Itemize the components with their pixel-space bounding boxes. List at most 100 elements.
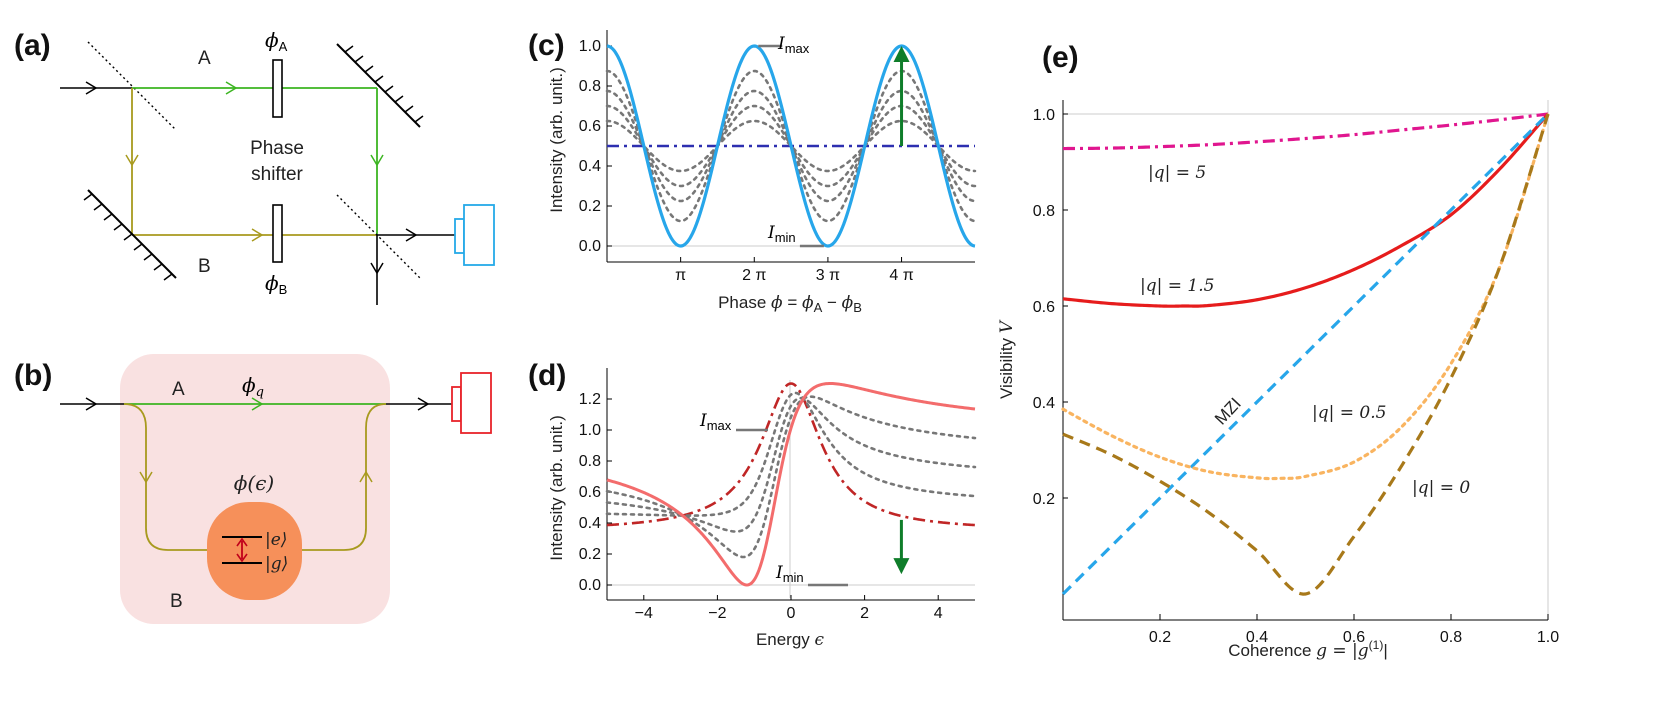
- phase-a-label: ϕA: [265, 28, 288, 54]
- d-xtick-label: 2: [860, 605, 869, 622]
- device-background: [120, 354, 390, 624]
- d-xtick-label: −4: [635, 605, 653, 622]
- arm-b-left-arrow-icon: [139, 471, 153, 484]
- e-curve-q1.5: [1062, 112, 1550, 308]
- d-curves: [605, 381, 977, 587]
- e-xtick-label: 0.4: [1246, 629, 1268, 646]
- e-curve-q5: [1062, 112, 1549, 151]
- e-curve-MZI: [1061, 112, 1550, 596]
- e-label-q0: |q| = 0: [1412, 478, 1470, 498]
- e-curves: [1061, 112, 1550, 596]
- detector-b-icon: [451, 372, 492, 434]
- phase-shifter-b: [272, 204, 283, 263]
- beam-splitter-2: [336, 194, 421, 279]
- c-ytick-label: 0.2: [579, 198, 601, 215]
- c-annotations: [758, 44, 910, 248]
- phase-shifter-a: [272, 59, 283, 118]
- c-ytick-label: 0.8: [579, 78, 601, 95]
- c-xtick-label: 2 π: [742, 267, 766, 284]
- d-ytick-label: 0.6: [579, 484, 601, 501]
- e-curve-q0.5: [1061, 112, 1550, 481]
- d-xtick-label: 0: [787, 605, 796, 622]
- arm-a-b-arrow-icon: [251, 397, 264, 411]
- e-xlabel: Coherence g = |g(1)|: [1228, 638, 1388, 661]
- arm-b-arrow-icon: [125, 154, 139, 167]
- c-ytick-label: 1.0: [579, 38, 601, 55]
- panel-label-c: (c): [528, 29, 565, 62]
- panel-b: (b) |e⟩ |g⟩ A B ϕq ϕ(ϵ): [14, 354, 492, 624]
- e-label-mzi: MZI: [1211, 394, 1245, 428]
- beam-splitter-1: [87, 41, 177, 131]
- d-curve-0.5: [605, 396, 977, 533]
- output-right-arrow-icon: [405, 228, 418, 242]
- panel-label-b: (b): [14, 359, 52, 392]
- detector-icon: [454, 204, 495, 266]
- c-ytick-label: 0.6: [579, 118, 601, 135]
- e-label-q05: |q| = 0.5: [1312, 403, 1386, 423]
- phase-shifter-label-line1: Phase: [250, 138, 304, 159]
- c-xtick-label: π: [675, 267, 686, 284]
- d-ytick-label: 0.0: [579, 577, 601, 594]
- c-ytick-label: 0.0: [579, 238, 601, 255]
- d-imax-label: Imax: [699, 411, 732, 433]
- e-label-q15: |q| = 1.5: [1140, 276, 1214, 296]
- state-e-label: |e⟩: [265, 530, 287, 550]
- input-arrow-b-icon: [85, 397, 98, 411]
- d-curve-0.25: [605, 391, 977, 517]
- d-ytick-label: 0.4: [579, 515, 601, 532]
- c-xtick-label: 4 π: [889, 267, 913, 284]
- arm-a-b-label: A: [172, 379, 185, 400]
- d-xlabel: Energy ϵ: [756, 630, 825, 650]
- d-curve-1: [606, 381, 976, 587]
- quantum-dot: [207, 502, 302, 600]
- d-ylabel: Intensity (arb. unit.): [547, 415, 566, 561]
- d-annotations: [736, 428, 910, 587]
- e-ytick-label: 1.0: [1033, 107, 1055, 124]
- d-xtick-label: −2: [708, 605, 726, 622]
- panel-label-a: (a): [14, 29, 51, 62]
- d-ytick-label: 0.8: [579, 453, 601, 470]
- c-xtick-label: 3 π: [816, 267, 840, 284]
- panel-d: (d) 0.0 0.2 0.4 0.6 0.8 1.0 1.2 −4 −2 0 2 4 Intensi…: [528, 359, 977, 650]
- e-xtick-label: 1.0: [1537, 629, 1559, 646]
- c-ytick-label: 0.4: [579, 158, 601, 175]
- output-down-arrow-icon: [370, 262, 384, 275]
- arm-a-down-arrow-icon: [370, 154, 384, 167]
- state-g-label: |g⟩: [265, 554, 288, 574]
- d-ytick-label: 0.2: [579, 546, 601, 563]
- mirror-bottom-left: [83, 189, 177, 281]
- c-imax-label: Imax: [777, 34, 810, 56]
- e-ytick-label: 0.8: [1033, 203, 1055, 220]
- c-xlabel: Phase ϕ = ϕA − ϕB: [718, 293, 862, 315]
- d-curve-0.75: [605, 395, 977, 559]
- e-ytick-label: 0.4: [1033, 395, 1055, 412]
- c-curve-0.75: [605, 69, 977, 223]
- output-arrow-b-icon: [417, 397, 430, 411]
- c-ylabel: Intensity (arb. unit.): [547, 67, 566, 213]
- c-curve-0.25: [605, 119, 977, 173]
- arm-b-right-arrow-icon: [251, 228, 264, 242]
- e-ytick-label: 0.6: [1033, 299, 1055, 316]
- phase-q-label: ϕq: [242, 373, 264, 400]
- arm-b-right-arrow-icon: [359, 470, 373, 483]
- e-xtick-label: 0.2: [1149, 629, 1171, 646]
- input-arrow-icon: [85, 81, 98, 95]
- c-axes: 0.0 0.2 0.4 0.6 0.8 1.0 π 2 π 3 π 4 π: [579, 30, 975, 284]
- panel-c: (c) 0.0 0.2 0.4 0.6 0.8 1.0 π 2 π 3 π 4 π Intensi…: [528, 29, 977, 315]
- e-xtick-label: 0.6: [1343, 629, 1365, 646]
- panel-label-d: (d): [528, 359, 566, 392]
- arm-b-left-path: [123, 403, 215, 551]
- arm-b-b-label: B: [170, 591, 183, 612]
- c-imin-label: Imin: [767, 223, 796, 245]
- d-ytick-label: 1.0: [579, 422, 601, 439]
- c-curve-0.55: [605, 89, 977, 203]
- e-curve-q0: [1062, 113, 1550, 596]
- panel-label-e: (e): [1042, 41, 1079, 74]
- e-xtick-label: 0.8: [1440, 629, 1462, 646]
- d-curve-0: [606, 382, 976, 527]
- arm-b-label: B: [198, 256, 211, 277]
- phase-b-label: ϕB: [265, 271, 287, 297]
- e-axes: 0.2 0.2 0.4 0.4 0.6 0.6 0.8 0.8 1.0 1.0: [1033, 100, 1559, 646]
- arm-b-right-path: [295, 403, 387, 551]
- phase-e-label: ϕ(ϵ): [234, 471, 274, 495]
